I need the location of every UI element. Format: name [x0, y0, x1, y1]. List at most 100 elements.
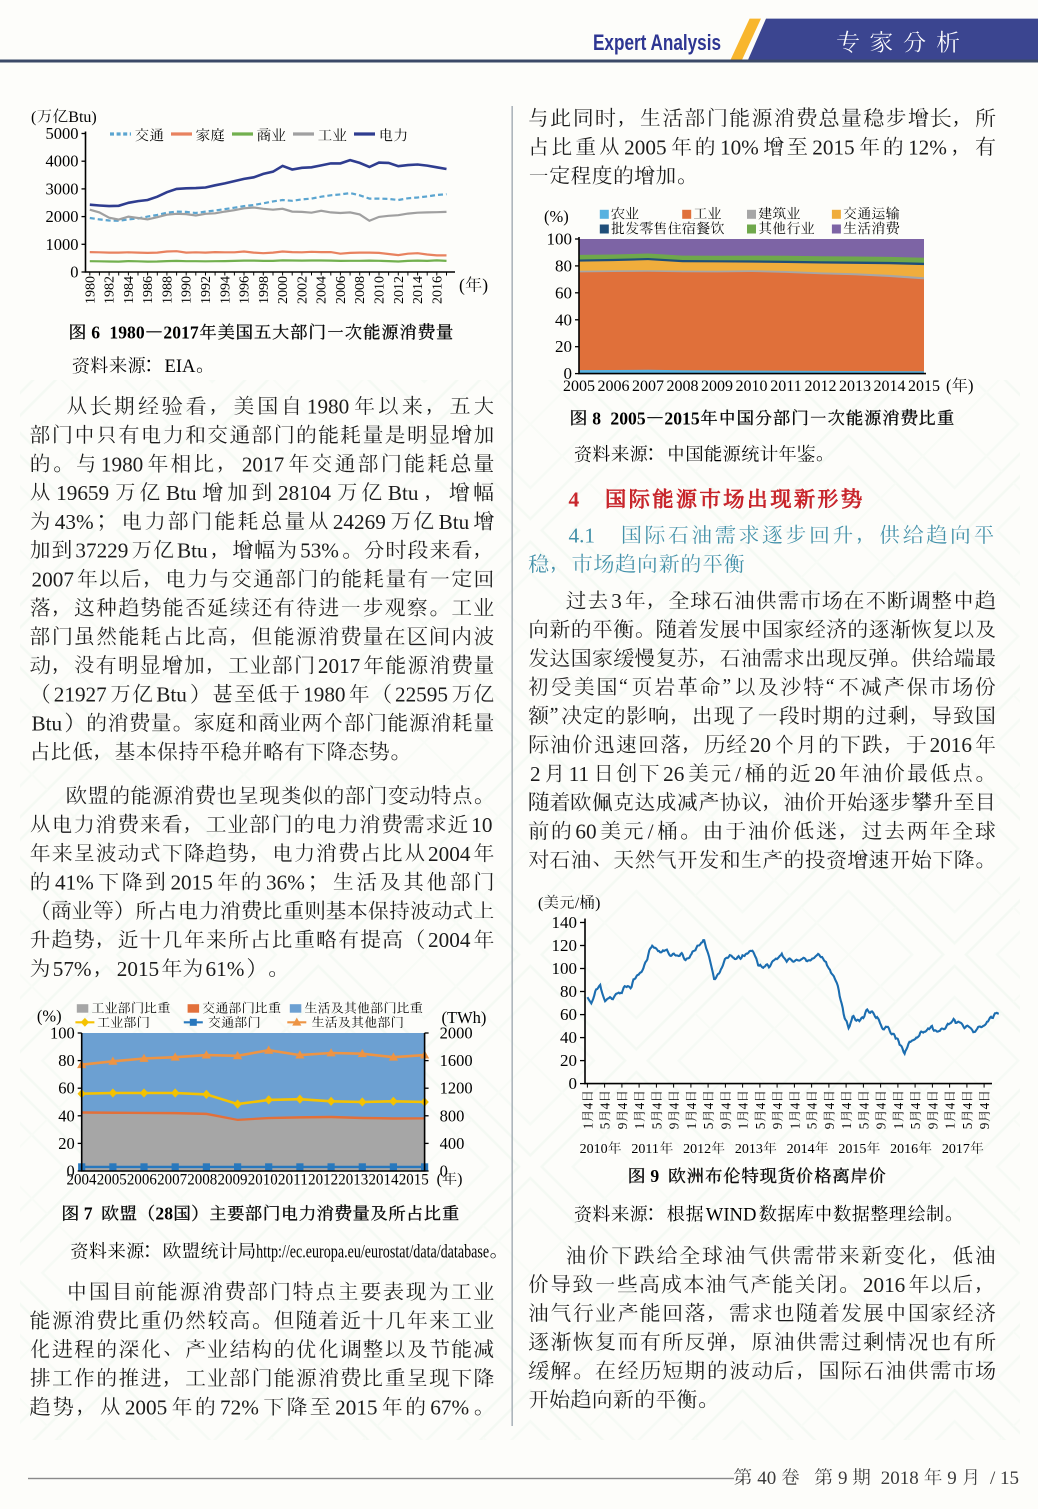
svg-text:20: 20 [814, 762, 835, 786]
svg-text:20: 20 [750, 733, 771, 757]
svg-text:28104: 28104 [278, 481, 331, 505]
svg-text:80: 80 [555, 256, 572, 275]
svg-text:1982: 1982 [103, 276, 118, 304]
svg-text:(%): (%) [37, 1007, 62, 1026]
svg-text:(%): (%) [544, 207, 569, 226]
svg-text:60: 60 [560, 1005, 577, 1024]
svg-text:2000: 2000 [46, 207, 79, 226]
svg-text:3000: 3000 [46, 179, 79, 198]
svg-text:): ) [482, 275, 488, 295]
svg-text:2015: 2015 [170, 871, 212, 895]
svg-text:4: 4 [718, 1102, 733, 1109]
svg-text:EIA: EIA [165, 356, 197, 377]
svg-text:WIND: WIND [706, 1205, 757, 1226]
svg-text:8: 8 [588, 408, 610, 428]
svg-text:9: 9 [833, 1468, 852, 1489]
svg-text:2010: 2010 [580, 1142, 608, 1157]
svg-text:): ) [595, 895, 600, 912]
svg-text:40: 40 [560, 1028, 577, 1047]
svg-text:100: 100 [50, 1024, 75, 1043]
svg-text:4: 4 [960, 1102, 975, 1109]
svg-text:2016: 2016 [930, 733, 972, 757]
svg-text:Btu: Btu [32, 712, 63, 736]
svg-text:2006: 2006 [598, 378, 630, 395]
svg-text:10%: 10% [720, 136, 759, 160]
svg-text:1980: 1980 [83, 276, 98, 304]
svg-text:3: 3 [611, 589, 622, 613]
svg-text:1980: 1980 [109, 323, 144, 343]
svg-text:2005: 2005 [97, 1172, 127, 1189]
svg-text:1980: 1980 [101, 452, 143, 476]
svg-text:12%: 12% [908, 136, 947, 160]
svg-text:1996: 1996 [238, 276, 253, 304]
svg-text:2009: 2009 [701, 378, 733, 395]
svg-text:2000: 2000 [276, 276, 291, 304]
svg-text:11: 11 [569, 762, 589, 786]
svg-text:1000: 1000 [46, 235, 79, 254]
svg-text:2014: 2014 [787, 1142, 815, 1157]
svg-text:4: 4 [701, 1102, 716, 1109]
svg-text:Btu: Btu [156, 683, 187, 707]
svg-text:5: 5 [960, 1122, 975, 1129]
svg-text:1: 1 [787, 1123, 802, 1130]
svg-text:2012: 2012 [805, 378, 837, 395]
svg-text:9: 9 [615, 1122, 630, 1129]
svg-text:2011: 2011 [278, 1172, 308, 1189]
svg-text:2016: 2016 [863, 1273, 905, 1297]
svg-text:2015: 2015 [908, 378, 940, 395]
svg-text:4: 4 [615, 1102, 630, 1109]
svg-text:(TWh): (TWh) [442, 1008, 487, 1027]
svg-text:2004: 2004 [67, 1172, 97, 1189]
svg-text:2007: 2007 [32, 568, 74, 592]
svg-text:9: 9 [874, 1122, 889, 1129]
svg-text:4: 4 [736, 1102, 751, 1109]
svg-text:1: 1 [736, 1123, 751, 1130]
svg-text:5: 5 [598, 1122, 613, 1129]
svg-text:): ) [457, 1171, 462, 1188]
svg-text:9: 9 [646, 1166, 668, 1186]
svg-text:4: 4 [598, 1102, 613, 1109]
svg-text:1: 1 [580, 1123, 595, 1130]
svg-text:4000: 4000 [46, 152, 79, 171]
svg-text:5: 5 [805, 1122, 820, 1129]
svg-text:4: 4 [649, 1102, 664, 1109]
svg-text:2013: 2013 [735, 1142, 763, 1157]
svg-text:4: 4 [856, 1102, 871, 1109]
svg-text:2012: 2012 [392, 276, 407, 304]
svg-text:9: 9 [977, 1122, 992, 1129]
svg-text:80: 80 [560, 982, 577, 1001]
svg-text:(: ( [538, 895, 543, 912]
svg-text:61%: 61% [206, 957, 245, 981]
svg-text:1990: 1990 [180, 276, 195, 304]
svg-text:2011: 2011 [770, 378, 801, 395]
svg-text:(: ( [946, 376, 952, 395]
svg-text:10: 10 [471, 813, 492, 837]
svg-text:80: 80 [58, 1051, 75, 1070]
svg-text:20: 20 [560, 1051, 577, 1070]
svg-text:1980: 1980 [307, 395, 349, 419]
svg-text:2009: 2009 [218, 1172, 248, 1189]
svg-text:1: 1 [684, 1123, 699, 1130]
svg-text:Btu): Btu) [68, 109, 96, 126]
svg-text:4: 4 [805, 1102, 820, 1109]
svg-text:43%: 43% [55, 510, 94, 534]
svg-text:2016: 2016 [430, 276, 445, 304]
svg-text:2005: 2005 [610, 408, 645, 428]
svg-text:20: 20 [555, 337, 572, 356]
svg-text:4: 4 [977, 1102, 992, 1109]
svg-text:2008: 2008 [187, 1172, 217, 1189]
svg-text:2007: 2007 [157, 1172, 187, 1189]
svg-text:/: / [575, 895, 580, 912]
svg-text:5: 5 [649, 1122, 664, 1129]
svg-text:2013: 2013 [338, 1172, 368, 1189]
svg-text:4: 4 [874, 1102, 889, 1109]
svg-text:1994: 1994 [218, 276, 233, 304]
svg-text:(: ( [31, 109, 36, 126]
svg-text:0: 0 [440, 1162, 448, 1181]
svg-text:5: 5 [856, 1122, 871, 1129]
svg-text:4: 4 [822, 1102, 837, 1109]
svg-text:Expert Analysis: Expert Analysis [593, 30, 721, 55]
svg-text:2015: 2015 [664, 408, 699, 428]
svg-text:/: / [735, 762, 741, 786]
svg-text:2010: 2010 [248, 1172, 278, 1189]
